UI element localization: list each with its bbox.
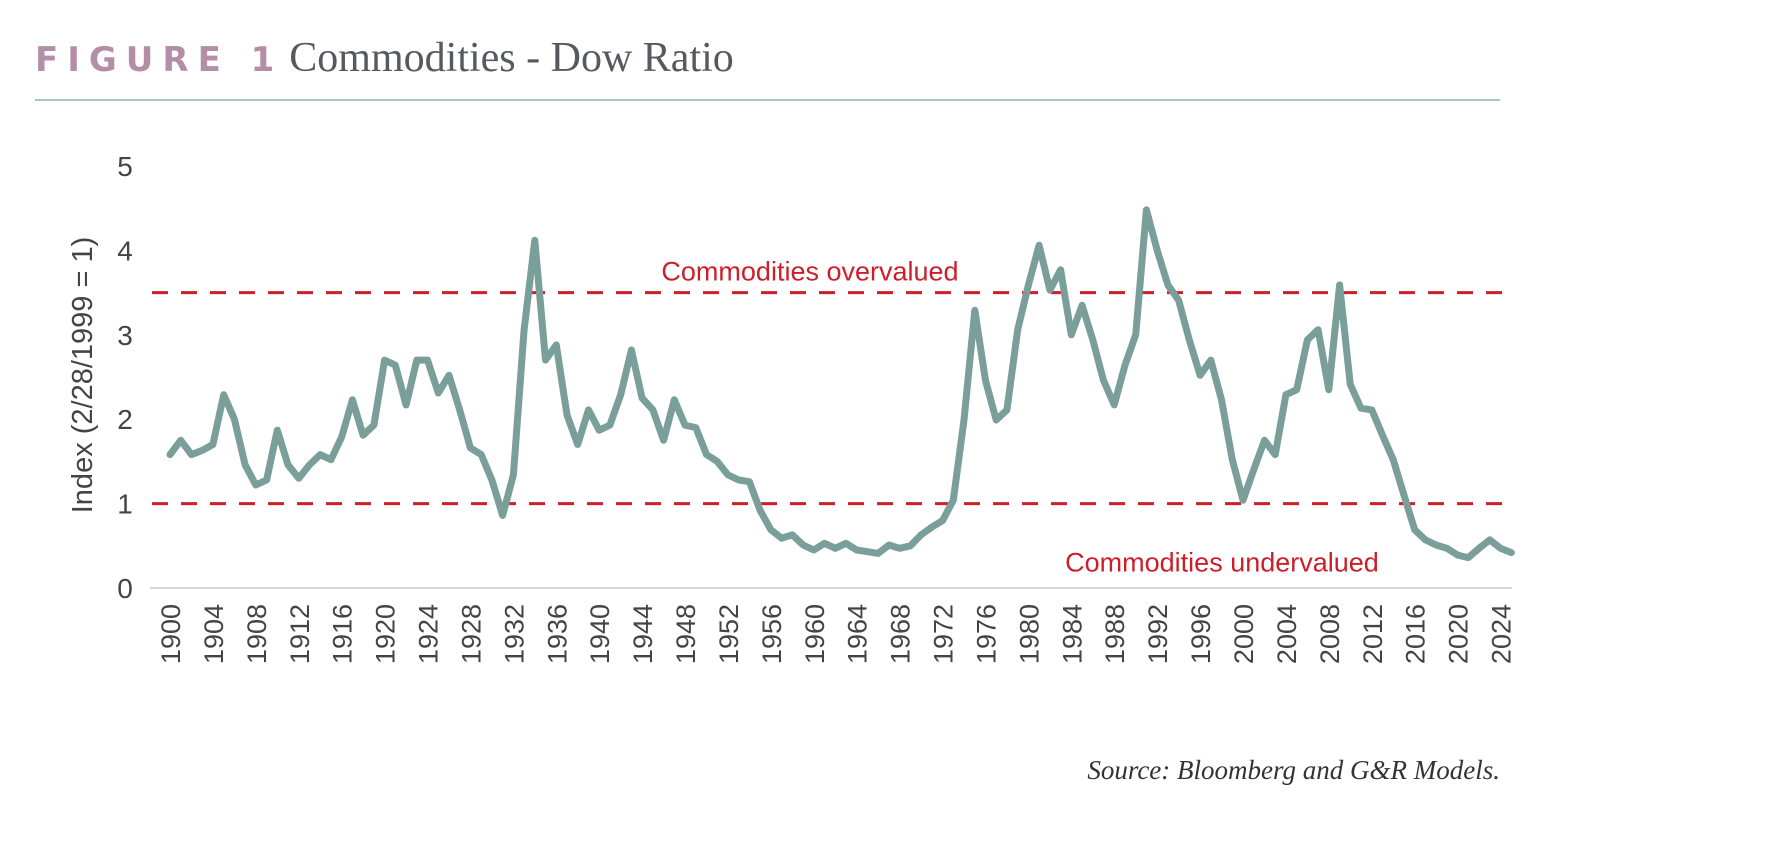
y-tick-label: 0 [117,573,133,604]
x-tick-label: 1952 [714,604,744,664]
x-tick-label: 1944 [628,604,658,664]
series-line [166,206,1515,562]
x-tick-label: 1992 [1143,604,1173,664]
thresholds: Commodities overvalued Commodities underv… [152,257,1505,578]
x-tick-label: 1960 [800,604,830,664]
x-tick-label: 2020 [1444,604,1474,664]
x-tick-label: 1972 [929,604,959,664]
x-tick-label: 2016 [1401,604,1431,664]
x-tick-label: 1932 [499,604,529,664]
x-tick-label: 1928 [456,604,486,664]
x-tick-label: 1900 [156,604,186,664]
x-tick-label: 2012 [1358,604,1388,664]
y-axis-label: Index (2/28/1999 = 1) [67,237,99,514]
x-tick-label: 1976 [971,604,1001,664]
x-tick-label: 1936 [542,604,572,664]
threshold-label: Commodities overvalued [661,257,958,287]
x-tick-label: 1968 [886,604,916,664]
title-rule [35,99,1500,101]
x-tick-label: 1964 [843,604,873,664]
x-tick-label: 1984 [1057,604,1087,664]
x-tick-label: 2024 [1487,604,1517,664]
threshold-label: Commodities undervalued [1065,548,1379,578]
figure-label: FIGURE 1 [35,40,284,80]
x-tick-label: 1920 [371,604,401,664]
y-tick-label: 3 [117,320,133,351]
x-ticks: 1900 1904 1908 1912 1916 1920 1924 1928 1932 1936… [156,604,1517,664]
x-tick-label: 2008 [1315,604,1345,664]
x-tick-label: 1924 [414,604,444,664]
chart-title: Commodities - Dow Ratio [289,35,734,81]
y-tick-label: 5 [117,151,133,182]
x-tick-label: 2000 [1229,604,1259,664]
x-tick-label: 2004 [1272,604,1302,664]
y-tick-label: 4 [117,235,133,266]
y-tick-label: 2 [117,404,133,435]
x-tick-label: 1908 [242,604,272,664]
source-note: Source: Bloomberg and G&R Models. [1087,755,1500,785]
x-tick-label: 1912 [285,604,315,664]
x-tick-label: 1988 [1100,604,1130,664]
figure-title: FIGURE 1 Commodities - Dow Ratio [35,34,734,82]
y-ticks: 0 1 2 3 4 5 [117,151,133,604]
x-tick-label: 1916 [328,604,358,664]
x-tick-label: 1980 [1014,604,1044,664]
x-tick-label: 1956 [757,604,787,664]
x-tick-label: 1904 [199,604,229,664]
x-tick-label: 1940 [585,604,615,664]
y-tick-label: 1 [117,489,133,520]
x-tick-label: 1948 [671,604,701,664]
x-tick-label: 1996 [1186,604,1216,664]
